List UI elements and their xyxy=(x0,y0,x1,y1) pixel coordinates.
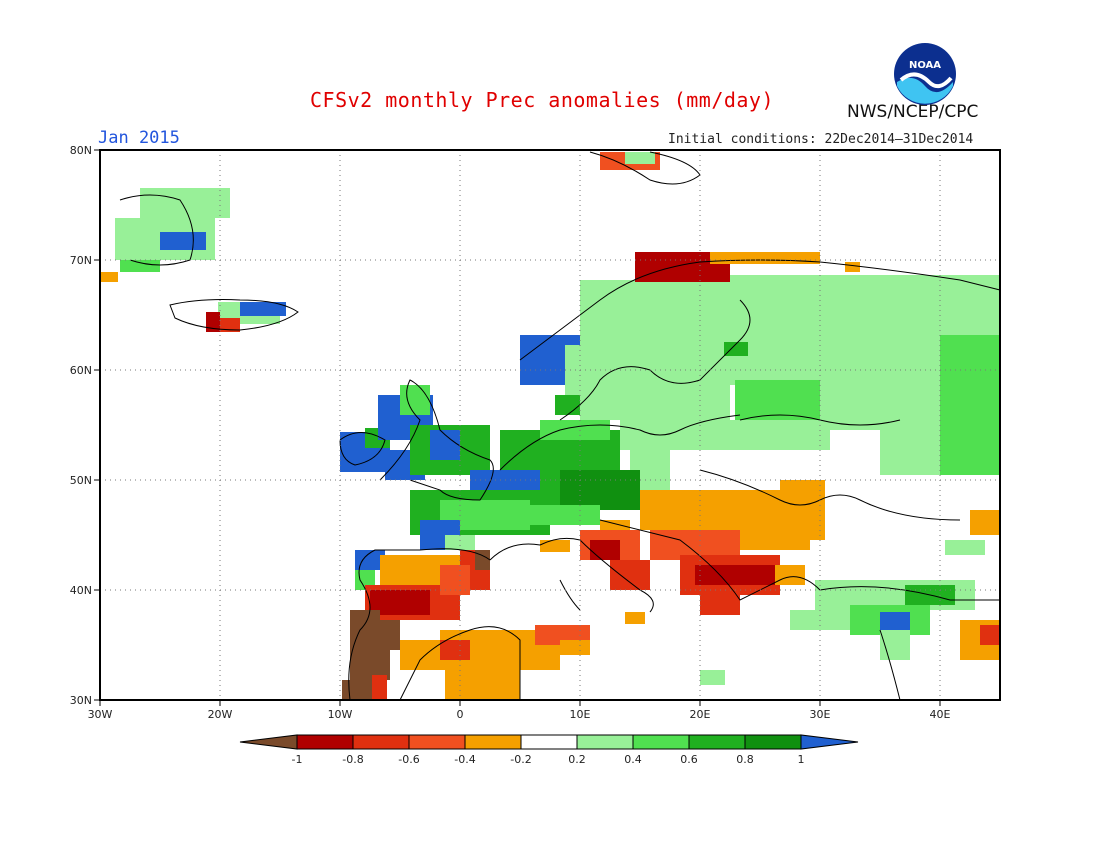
cell-north-africa xyxy=(400,640,440,670)
legend-swatch xyxy=(352,734,410,750)
cell-greenland-lightgreen xyxy=(140,188,230,218)
noaa-logo: NOAA xyxy=(894,43,956,105)
agency-label: NWS/NCEP/CPC xyxy=(847,102,979,122)
legend-tick: -0.6 xyxy=(398,753,419,766)
legend-tick: 0.2 xyxy=(568,753,586,766)
cell-iberia-north xyxy=(355,550,385,570)
initial-conditions: Initial conditions: 22Dec2014–31Dec2014 xyxy=(668,132,974,147)
legend-swatch xyxy=(296,734,354,750)
lon-label: 30E xyxy=(810,708,831,721)
legend-swatch xyxy=(464,734,522,750)
legend-swatch xyxy=(632,734,690,750)
legend-arrow-high xyxy=(800,734,859,750)
legend-swatch xyxy=(576,734,634,750)
legend-tick: -0.2 xyxy=(510,753,531,766)
lat-label: 80N xyxy=(70,144,92,157)
lon-labels: 30W 20W 10W 0 10E 20E 30E 40E xyxy=(88,708,951,721)
legend-tick: 1 xyxy=(798,753,805,766)
forecast-month: Jan 2015 xyxy=(98,128,180,148)
map-frame xyxy=(99,149,1001,701)
legend-ticks: -1 -0.8 -0.6 -0.4 -0.2 0.2 0.4 0.6 0.8 1 xyxy=(292,753,805,766)
anomaly-cells xyxy=(100,152,1000,700)
logo-text: NOAA xyxy=(909,60,941,71)
lat-label: 30N xyxy=(70,694,92,707)
lat-label: 50N xyxy=(70,474,92,487)
legend-tick: -1 xyxy=(292,753,303,766)
legend-swatch xyxy=(688,734,746,750)
legend-tick: -0.4 xyxy=(454,753,475,766)
graticule xyxy=(100,150,1000,700)
lon-label: 20W xyxy=(208,708,233,721)
legend-tick: 0.6 xyxy=(680,753,698,766)
chart-title: CFSv2 monthly Prec anomalies (mm/day) xyxy=(310,88,775,112)
lon-label: 20E xyxy=(690,708,711,721)
lon-label: 40E xyxy=(930,708,951,721)
lat-label: 40N xyxy=(70,584,92,597)
legend-tick: 0.8 xyxy=(736,753,754,766)
lat-labels: 80N 70N 60N 50N 40N 30N xyxy=(70,144,92,707)
lon-label: 10E xyxy=(570,708,591,721)
lon-label: 10W xyxy=(328,708,353,721)
legend-tick: 0.4 xyxy=(624,753,642,766)
lon-label: 0 xyxy=(457,708,464,721)
legend-swatch xyxy=(520,734,578,750)
legend-arrow-low xyxy=(239,734,298,750)
axis-ticks xyxy=(94,149,941,706)
lon-label: 30W xyxy=(88,708,113,721)
coastlines xyxy=(119,151,1001,701)
lat-label: 70N xyxy=(70,254,92,267)
legend-swatch xyxy=(744,734,802,750)
legend-tick: -0.8 xyxy=(342,753,363,766)
lat-label: 60N xyxy=(70,364,92,377)
color-legend xyxy=(239,734,859,750)
legend-swatch xyxy=(408,734,466,750)
